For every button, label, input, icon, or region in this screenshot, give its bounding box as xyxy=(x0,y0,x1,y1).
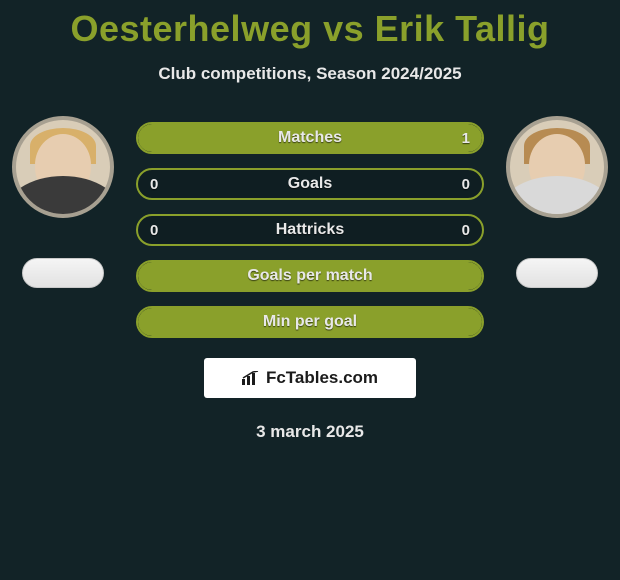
stats-list: Matches 1 0 Goals 0 0 Hattricks 0 Goals per matc… xyxy=(136,116,484,338)
page-title: Oesterhelweg vs Erik Tallig xyxy=(0,0,620,50)
brand-text: FcTables.com xyxy=(266,368,378,388)
stat-label: Goals xyxy=(288,175,332,193)
stat-row: 0 Hattricks 0 xyxy=(136,214,484,246)
subtitle: Club competitions, Season 2024/2025 xyxy=(0,64,620,84)
stat-value-left: 0 xyxy=(150,222,158,239)
stat-value-left: 0 xyxy=(150,176,158,193)
comparison-area: Matches 1 0 Goals 0 0 Hattricks 0 Goals per matc… xyxy=(0,116,620,442)
date-text: 3 march 2025 xyxy=(0,422,620,442)
player-left-column xyxy=(8,116,118,288)
stat-row: Min per goal xyxy=(136,306,484,338)
stat-value-right: 1 xyxy=(462,130,470,147)
stat-label: Goals per match xyxy=(247,267,372,285)
stat-row: Matches 1 xyxy=(136,122,484,154)
player-right-column xyxy=(502,116,612,288)
stat-value-right: 0 xyxy=(462,222,470,239)
brand-chart-icon xyxy=(242,371,260,385)
stat-value-right: 0 xyxy=(462,176,470,193)
stat-label: Min per goal xyxy=(263,313,357,331)
stat-row: Goals per match xyxy=(136,260,484,292)
player-left-avatar xyxy=(12,116,114,218)
player-right-flag xyxy=(516,258,598,288)
brand-badge: FcTables.com xyxy=(204,358,416,398)
player-left-flag xyxy=(22,258,104,288)
stat-row: 0 Goals 0 xyxy=(136,168,484,200)
stat-label: Matches xyxy=(278,129,342,147)
player-left-body xyxy=(12,176,114,218)
player-right-body xyxy=(506,176,608,218)
stat-label: Hattricks xyxy=(276,221,344,239)
player-right-avatar xyxy=(506,116,608,218)
